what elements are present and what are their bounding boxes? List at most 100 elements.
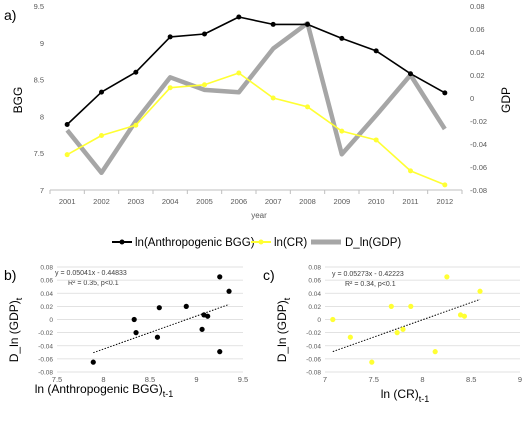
panel-a-y2tick: 0: [470, 94, 474, 103]
panel-a-line-gdp: [65, 20, 447, 176]
panel-a-y2tick: 0.02: [470, 71, 485, 80]
panel-a-ylabel: BGG: [11, 87, 25, 114]
panel-c-point: [408, 303, 414, 309]
panel-a-ytick: 7.5: [34, 149, 44, 158]
panel-b-point: [226, 288, 232, 294]
panel-a-point-bgg: [305, 21, 310, 27]
panel-b-point: [156, 305, 162, 311]
panel-a-xtick: 2007: [265, 197, 282, 206]
panel-a-point-cr: [99, 133, 104, 139]
panel-c-ytick: -0.08: [306, 370, 321, 377]
panel-a-point-bgg: [270, 21, 276, 27]
panel-b-xtick: 7.5: [52, 375, 62, 384]
panel-a-xlabel: year: [251, 211, 267, 220]
panel-a-point-bgg: [167, 34, 173, 40]
panel-a-y2label: GDP: [499, 87, 513, 113]
panel-a-point-bgg: [408, 71, 413, 77]
panel-c-point: [432, 349, 438, 355]
panel-c-ylabel-sub: t: [282, 297, 292, 300]
panel-b-ylabel: D_ln (GDP)t: [7, 297, 24, 362]
panel-a-xtick: 2004: [162, 197, 179, 206]
panel-b-ylabel-sub: t: [14, 297, 24, 300]
panel-a-point-bgg: [202, 31, 207, 37]
legend-marker-bgg: [119, 239, 125, 245]
panel-b-xtick: 8.5: [145, 375, 155, 384]
panel-a-line-bgg: [66, 16, 446, 126]
panel-c-point: [347, 334, 353, 340]
panel-a-xtick: 2006: [230, 197, 247, 206]
legend-label-gdp: D_ln(GDP): [345, 237, 401, 249]
panel-c-ylabel: D_ln (GDP)t: [275, 297, 292, 362]
panel-c-xlabel: ln (CR)t-1: [381, 387, 430, 404]
panel-a-xtick: 2001: [59, 197, 76, 206]
panel-c-stats: R² = 0.34, p<0.1: [345, 281, 396, 288]
panel-b-xtick: 9.5: [238, 375, 248, 384]
panel-a-point-cr: [202, 82, 207, 88]
panel-b-xlabel-main: ln (Anthropogenic BGG): [35, 382, 163, 396]
panel-label-a: a): [4, 7, 16, 23]
panel-c-xtick: 7: [323, 375, 327, 384]
panel-a-point-cr: [442, 182, 448, 188]
panel-a-point-cr: [408, 168, 413, 174]
panel-b-point: [131, 316, 137, 323]
panel-a-point-bgg: [64, 121, 70, 127]
panel-b-point: [217, 274, 223, 280]
panel-a-ytick: 8.5: [34, 76, 44, 85]
panel-b-ytick: -0.02: [38, 330, 53, 337]
panel-a-point-bgg: [373, 48, 379, 54]
panel-b-xtick: 8: [101, 375, 105, 384]
panel-b-point: [154, 334, 161, 340]
panel-c-xtick: 8.5: [466, 375, 476, 384]
panel-a-point-cr: [373, 137, 379, 143]
legend-label-cr: ln(CR): [274, 237, 307, 249]
panel-b-point: [183, 303, 189, 309]
panel-b-point: [199, 326, 205, 332]
panel-a-y2tick: -0.02: [470, 117, 487, 126]
panel-a-xtick: 2008: [299, 197, 316, 206]
panel-label-c: c): [263, 267, 275, 283]
panel-b-xlabel: ln (Anthropogenic BGG)t-1: [35, 382, 174, 399]
panel-a-point-bgg: [236, 14, 242, 20]
panel-b-ylabel-main: D_ln (GDP): [7, 300, 21, 362]
panel-a-line-cr: [66, 72, 446, 186]
panel-b-ytick: -0.08: [38, 370, 53, 377]
panel-c-point: [461, 313, 468, 319]
panel-a-ytick: 9.5: [34, 2, 44, 11]
panel-c-point: [477, 288, 483, 294]
panel-c-point: [457, 312, 464, 318]
panel-a-point-cr: [167, 85, 173, 91]
panel-c-point: [369, 359, 375, 365]
panel-b-point: [205, 313, 211, 319]
legend-label-bgg: ln(Anthropogenic BGG): [135, 237, 255, 249]
panel-a-y2tick: -0.08: [470, 186, 487, 195]
panel-c-xtick: 7.5: [369, 375, 379, 384]
panel-b-xtick: 9: [194, 375, 198, 384]
panel-a-xtick: 2005: [196, 197, 213, 206]
panel-c-xtick: 9: [518, 375, 522, 384]
panel-a-xtick: 2010: [368, 197, 385, 206]
panel-b-ytick: 0: [49, 317, 53, 324]
panel-a-ytick: 9: [40, 39, 44, 48]
panel-c-equation: y = 0.05273x - 0.42223: [332, 271, 404, 278]
panel-a-xtick: 2012: [436, 197, 453, 206]
panel-c-ytick: 0.08: [308, 265, 321, 272]
panel-b-point: [133, 330, 139, 336]
panel-a-point-cr: [236, 70, 242, 76]
panel-c-trendline: [332, 298, 481, 353]
panel-c-xlabel-main: ln (CR): [381, 387, 419, 401]
panel-c-point: [330, 316, 336, 323]
panel-label-b: b): [4, 267, 16, 283]
panel-c-ytick: 0: [317, 317, 321, 324]
panel-a-ytick: 7: [40, 186, 44, 195]
panel-a-point-cr: [339, 128, 345, 134]
panel-b-point: [90, 359, 96, 365]
panel-b-ytick: 0.02: [40, 304, 53, 311]
panel-c-ytick: 0.02: [308, 304, 321, 311]
panel-c-point: [394, 330, 400, 336]
panel-a-point-cr: [305, 104, 310, 110]
panel-b-ytick: -0.06: [38, 356, 53, 363]
panel-a-y2tick: 0.04: [470, 48, 485, 57]
panel-a-point-cr: [270, 95, 276, 101]
panel-a-xtick: 2003: [127, 197, 144, 206]
